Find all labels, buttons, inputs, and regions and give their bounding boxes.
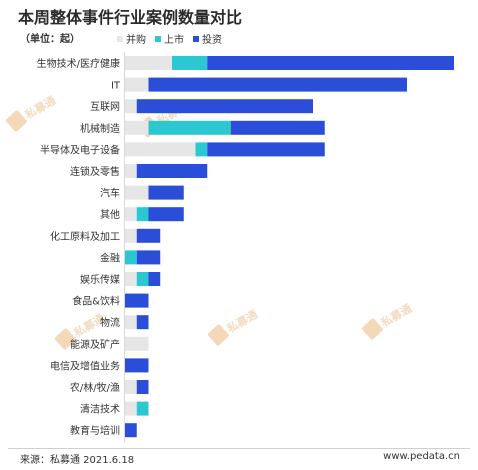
- legend-label-mergers: 并购: [126, 35, 146, 46]
- bar-segment-series-2: [136, 164, 208, 178]
- bar-segment-series-1: [136, 401, 149, 416]
- bar-segment-series-2: [125, 358, 149, 373]
- bar-segment-series-0: [125, 336, 149, 351]
- category-label: 连锁及零售: [70, 165, 120, 178]
- category-label: 能源及矿产: [70, 338, 120, 351]
- category-label: 娱乐传媒: [80, 273, 120, 286]
- bar-segment-series-0: [125, 380, 137, 394]
- bar-segment-series-1: [195, 142, 208, 157]
- bar-segment-series-2: [125, 293, 149, 308]
- footer-divider: [8, 448, 470, 449]
- bar-segment-series-2: [148, 185, 184, 200]
- bar-segment-series-2: [148, 77, 407, 92]
- source-note: 来源：私募通 2021.6.18: [20, 455, 135, 466]
- bar-segment-series-1: [136, 207, 149, 222]
- bar-segment-series-0: [125, 77, 149, 92]
- legend-swatch-mergers: [117, 35, 123, 42]
- category-label: 物流: [100, 316, 120, 329]
- bar-segment-series-1: [172, 56, 208, 70]
- bar-segment-series-1: [136, 272, 149, 286]
- category-label: 金融: [100, 251, 120, 264]
- legend-item-ipo: 上市: [155, 31, 184, 46]
- bar-segment-series-2: [136, 315, 149, 330]
- category-label: 教育与培训: [70, 424, 120, 437]
- legend-label-ipo: 上市: [164, 35, 184, 46]
- bar-segment-series-0: [125, 120, 149, 135]
- bar-segment-series-2: [230, 120, 325, 135]
- category-label: 生物技术/医疗健康: [37, 57, 120, 70]
- bar-segment-series-0: [125, 164, 137, 178]
- category-label: 食品&饮料: [72, 295, 120, 308]
- bar-segment-series-0: [125, 272, 137, 286]
- unit-label: （单位：起）: [20, 34, 80, 45]
- bar-segment-series-2: [136, 380, 149, 394]
- legend-swatch-investment: [193, 35, 199, 42]
- bar-segment-series-1: [125, 250, 137, 265]
- bar-segment-series-0: [125, 185, 149, 200]
- bar-segment-series-0: [125, 315, 137, 330]
- category-label: 其他: [100, 208, 120, 221]
- bar-segment-series-0: [125, 142, 196, 157]
- bar-segment-series-0: [125, 56, 172, 70]
- legend-item-investment: 投资: [193, 31, 222, 46]
- legend-swatch-ipo: [155, 35, 161, 42]
- category-label: 互联网: [90, 101, 120, 113]
- category-label: IT: [111, 81, 121, 92]
- category-label: 汽车: [100, 187, 120, 200]
- category-label: 机械制造: [80, 122, 120, 135]
- category-label: 农/林/牧/渔: [70, 381, 120, 394]
- bar-segment-series-2: [125, 423, 137, 438]
- bar-segment-series-2: [136, 99, 313, 114]
- chart-title: 本周整体事件行业案例数量对比: [18, 8, 243, 27]
- bar-segment-series-2: [207, 142, 325, 157]
- bar-segment-series-0: [125, 401, 137, 416]
- bar-segment-series-0: [125, 207, 137, 222]
- category-axis-line: [124, 52, 125, 442]
- category-label: 清洁技术: [80, 403, 120, 416]
- legend-label-investment: 投资: [202, 35, 222, 46]
- bar-segment-series-0: [125, 228, 137, 243]
- bar-segment-series-2: [207, 56, 454, 70]
- bar-segment-series-2: [136, 228, 161, 243]
- bar-segment-series-2: [136, 250, 161, 265]
- website-url: www.pedata.cn: [383, 451, 460, 462]
- category-label: 半导体及电子设备: [40, 143, 120, 156]
- bar-segment-series-2: [148, 272, 161, 286]
- bar-segment-series-2: [148, 207, 184, 222]
- category-label: 化工原料及加工: [50, 230, 120, 243]
- bar-segment-series-0: [125, 99, 137, 114]
- bar-segment-series-1: [148, 120, 231, 135]
- legend: 并购 上市 投资: [117, 31, 222, 46]
- legend-item-mergers: 并购: [117, 31, 146, 46]
- category-label: 电信及增值业务: [50, 359, 120, 372]
